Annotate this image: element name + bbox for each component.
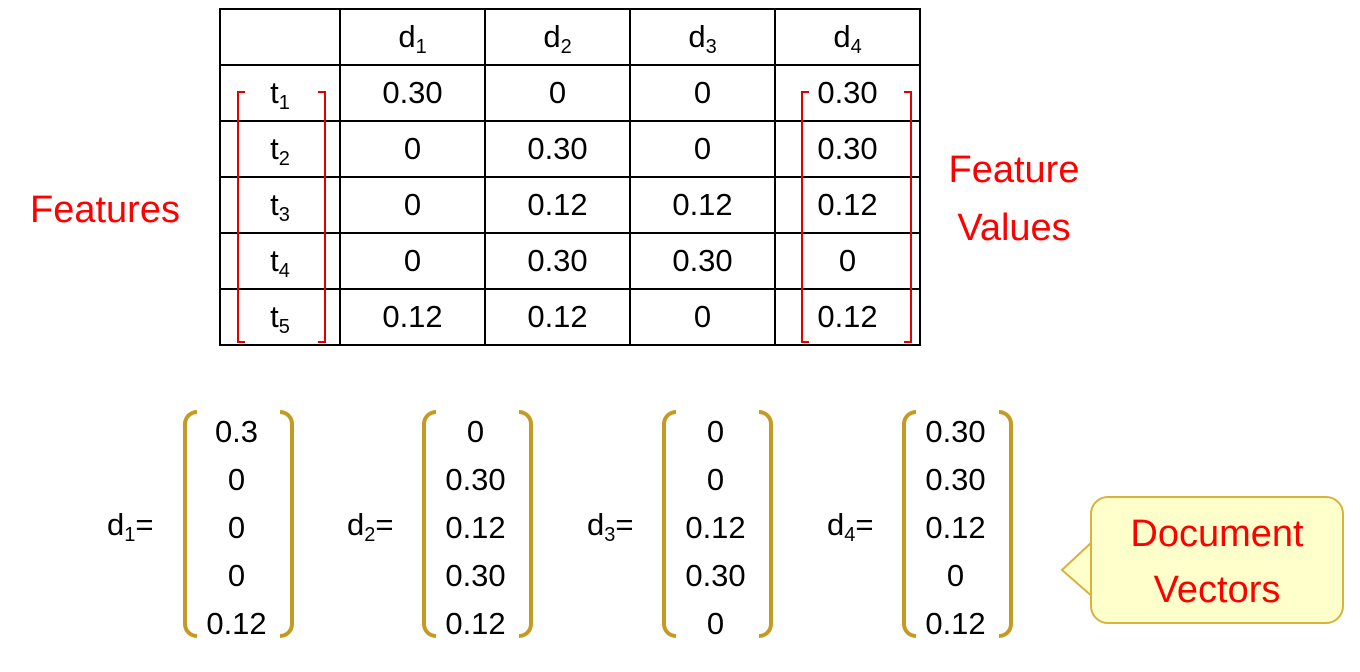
vector-value: 0.12 (925, 606, 986, 641)
vector-value: 0 (227, 558, 246, 593)
table-row: t5 0.12 0.12 0 0.12 (219, 288, 921, 346)
table-cell: 0.12 (774, 288, 921, 346)
vector-label-d1: d1= (107, 507, 154, 546)
column-header-d3: d3 (629, 8, 776, 66)
vector-value: 0 (706, 606, 725, 641)
vector-value: 0 (227, 462, 246, 497)
vector-label-d3: d3= (587, 507, 634, 546)
table-cell: 0 (339, 232, 486, 290)
vector-value: 0 (706, 414, 725, 449)
vector-value: 0.12 (445, 606, 506, 641)
table-cell: 0.12 (484, 176, 631, 234)
vector-d3: 0 0 0.12 0.30 0 (668, 408, 763, 648)
feature-values-label: Feature Values (938, 141, 1090, 257)
table-row: t2 0 0.30 0 0.30 (219, 120, 921, 178)
vector-value: 0 (466, 414, 485, 449)
vector-value: 0.12 (685, 510, 746, 545)
vector-value: 0.3 (214, 414, 259, 449)
vector-value: 0.12 (206, 606, 267, 641)
features-bracket-left (237, 91, 245, 343)
vector-d1-right-paren (280, 410, 294, 638)
vector-value: 0.30 (685, 558, 746, 593)
table-cell: 0 (774, 232, 921, 290)
vector-label-d4: d4= (827, 507, 874, 546)
callout-line2: Vectors (1153, 569, 1281, 611)
vector-d4: 0.30 0.30 0.12 0 0.12 (908, 408, 1003, 648)
vector-value: 0 (706, 462, 725, 497)
vector-d4-right-paren (999, 410, 1013, 638)
vector-d2-right-paren (519, 410, 533, 638)
row-header-t4: t4 (219, 232, 341, 290)
document-vectors-callout: Document Vectors (1090, 496, 1344, 624)
table-cell: 0.12 (774, 176, 921, 234)
table-cell: 0 (629, 64, 776, 122)
vector-value: 0 (227, 510, 246, 545)
table-corner-cell (219, 8, 341, 66)
vector-value: 0.12 (925, 510, 986, 545)
values-bracket-right (904, 91, 912, 343)
vector-label-d2: d2= (347, 507, 394, 546)
row-header-t1: t1 (219, 64, 341, 122)
table-cell: 0.30 (629, 232, 776, 290)
vector-value: 0.30 (445, 558, 506, 593)
vector-d4-left-paren (902, 410, 916, 638)
vector-value: 0 (946, 558, 965, 593)
table-header-row: d1 d2 d3 d4 (219, 8, 921, 66)
vector-d2-left-paren (422, 410, 436, 638)
table-row: t4 0 0.30 0.30 0 (219, 232, 921, 290)
vector-d3-right-paren (759, 410, 773, 638)
feature-values-line2: Values (957, 207, 1071, 249)
values-bracket-left (801, 91, 809, 343)
column-header-d1: d1 (339, 8, 486, 66)
table-row: t3 0 0.12 0.12 0.12 (219, 176, 921, 234)
vector-value: 0.30 (925, 414, 986, 449)
tfidf-table: d1 d2 d3 d4 t1 0.30 0 0 0.30 t2 0 0.30 0… (219, 8, 921, 346)
table-cell: 0 (339, 120, 486, 178)
features-label: Features (30, 189, 180, 231)
table-cell: 0.30 (774, 64, 921, 122)
table-cell: 0.30 (484, 120, 631, 178)
vector-d2: 0 0.30 0.12 0.30 0.12 (428, 408, 523, 648)
table-cell: 0 (484, 64, 631, 122)
table-row: t1 0.30 0 0 0.30 (219, 64, 921, 122)
row-header-t2: t2 (219, 120, 341, 178)
table-cell: 0.30 (484, 232, 631, 290)
column-header-d2: d2 (484, 8, 631, 66)
table-cell: 0 (629, 288, 776, 346)
row-header-t5: t5 (219, 288, 341, 346)
table-cell: 0.30 (339, 64, 486, 122)
vector-value: 0.12 (445, 510, 506, 545)
table-cell: 0.30 (774, 120, 921, 178)
column-header-d4: d4 (774, 8, 921, 66)
vector-value: 0.30 (445, 462, 506, 497)
table-cell: 0 (629, 120, 776, 178)
vector-value: 0.30 (925, 462, 986, 497)
row-header-t3: t3 (219, 176, 341, 234)
table-cell: 0.12 (339, 288, 486, 346)
callout-line1: Document (1130, 513, 1304, 555)
vector-d1-left-paren (183, 410, 197, 638)
table-cell: 0 (339, 176, 486, 234)
feature-values-line1: Feature (948, 149, 1080, 191)
features-bracket-right (318, 91, 326, 343)
vector-d3-left-paren (662, 410, 676, 638)
vector-d1: 0.3 0 0 0 0.12 (189, 408, 284, 648)
table-cell: 0.12 (484, 288, 631, 346)
table-cell: 0.12 (629, 176, 776, 234)
